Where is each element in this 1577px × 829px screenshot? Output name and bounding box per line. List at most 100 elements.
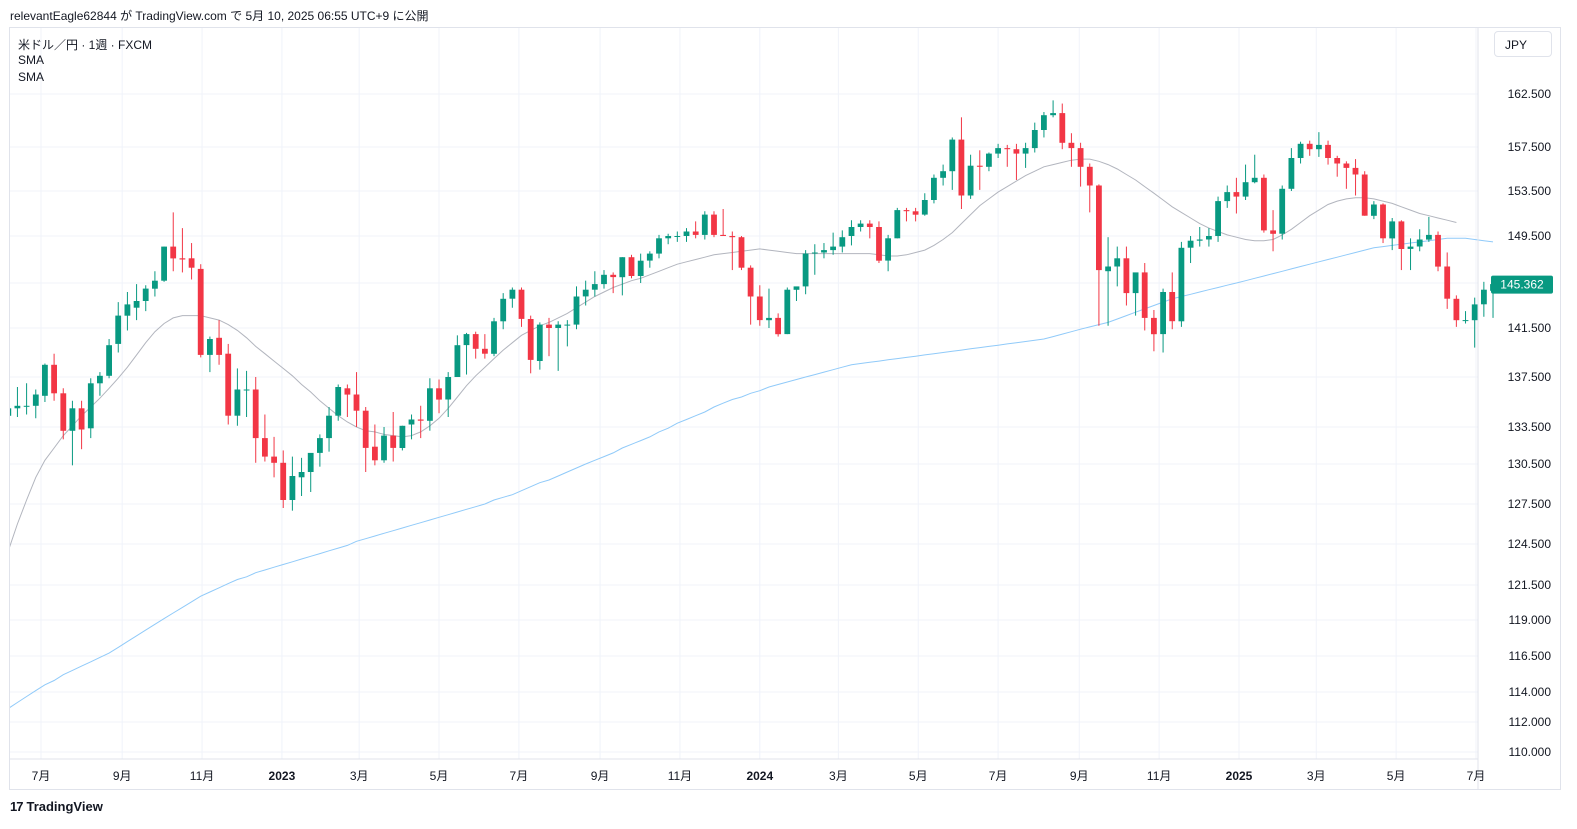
candle bbox=[51, 353, 57, 401]
candle-body bbox=[1224, 192, 1231, 202]
candle-body bbox=[940, 171, 946, 178]
time-tick-label: 5月 bbox=[1387, 769, 1406, 783]
price-tick-label: 137.500 bbox=[1508, 370, 1552, 384]
candle-body bbox=[1031, 130, 1038, 149]
candle bbox=[903, 207, 910, 222]
candle bbox=[1169, 272, 1176, 330]
candle-body bbox=[1187, 240, 1194, 248]
currency-button[interactable]: JPY bbox=[1494, 31, 1552, 57]
candle bbox=[793, 286, 800, 301]
candle bbox=[234, 368, 241, 426]
candle-body bbox=[445, 377, 452, 400]
candle bbox=[289, 456, 296, 511]
candle-body bbox=[976, 165, 983, 167]
candle bbox=[271, 436, 277, 478]
candle-body bbox=[87, 383, 94, 429]
legend-symbol[interactable]: 米ドル／円 · 1週 · FXCM bbox=[18, 38, 152, 52]
candle-body bbox=[546, 324, 552, 328]
candle bbox=[1059, 103, 1066, 150]
candle bbox=[656, 234, 662, 259]
candle bbox=[1325, 140, 1331, 165]
time-tick-label: 3月 bbox=[829, 769, 848, 783]
candle-body bbox=[78, 408, 85, 430]
candle bbox=[1196, 227, 1203, 247]
candle bbox=[491, 317, 497, 357]
candle-body bbox=[280, 462, 287, 500]
tradingview-logo[interactable]: 17 TradingView bbox=[10, 799, 103, 814]
candle bbox=[729, 231, 736, 271]
candle bbox=[1279, 185, 1286, 240]
candle bbox=[830, 232, 836, 255]
candle-body bbox=[472, 334, 479, 349]
candle bbox=[1187, 236, 1194, 264]
price-tick-label: 127.500 bbox=[1508, 497, 1552, 511]
candle bbox=[1426, 216, 1432, 242]
candle bbox=[1096, 184, 1102, 326]
candle-body bbox=[591, 284, 598, 290]
price-chart[interactable]: 162.500157.500153.500149.500145.500141.5… bbox=[10, 28, 1560, 789]
candle-body bbox=[628, 257, 635, 276]
candle-body bbox=[646, 253, 653, 261]
legend-sma-2[interactable]: SMA bbox=[18, 70, 45, 84]
time-axis[interactable]: 7月 9月 11月 2023 3月 5月 7月 9月 11月 2024 3月 5月 7月 9月 11月 202… bbox=[32, 769, 1486, 783]
tradingview-logo-text: TradingView bbox=[26, 799, 103, 814]
candle-body bbox=[1114, 258, 1121, 267]
candle bbox=[518, 287, 525, 327]
candle bbox=[14, 387, 21, 417]
candle-body bbox=[252, 389, 259, 439]
candle-body bbox=[161, 246, 167, 281]
candle-body bbox=[1077, 148, 1084, 167]
candle bbox=[10, 408, 12, 416]
candle bbox=[472, 331, 479, 359]
candle bbox=[207, 336, 213, 373]
candle bbox=[1352, 159, 1359, 196]
candle bbox=[344, 384, 351, 417]
candle bbox=[1068, 133, 1075, 167]
candle-body bbox=[399, 425, 406, 448]
candle bbox=[1151, 310, 1157, 352]
candle bbox=[69, 400, 76, 466]
candle-body bbox=[573, 296, 580, 325]
candle bbox=[995, 143, 1001, 158]
candle bbox=[1416, 229, 1423, 252]
time-tick-label: 11月 bbox=[190, 769, 214, 783]
candle-body bbox=[656, 238, 662, 254]
candle-body bbox=[1151, 317, 1157, 335]
candle bbox=[1114, 246, 1121, 287]
candle-body bbox=[665, 236, 672, 239]
candle bbox=[335, 384, 342, 421]
candle bbox=[1224, 185, 1231, 208]
price-axis[interactable]: 162.500157.500153.500149.500145.500141.5… bbox=[1508, 87, 1552, 759]
candle bbox=[674, 231, 681, 242]
candle-body bbox=[1306, 143, 1313, 150]
candle bbox=[152, 271, 158, 297]
candle bbox=[1462, 311, 1469, 324]
candle-body bbox=[362, 410, 369, 448]
candle bbox=[683, 228, 690, 242]
candle bbox=[436, 379, 442, 414]
candle bbox=[1297, 141, 1304, 164]
chart-panel[interactable]: 162.500157.500153.500149.500145.500141.5… bbox=[9, 27, 1561, 790]
price-tick-label: 141.500 bbox=[1508, 321, 1552, 335]
candle bbox=[133, 284, 140, 321]
candle-body bbox=[1279, 188, 1286, 234]
candle-body bbox=[674, 236, 681, 237]
candle-body bbox=[1215, 201, 1221, 236]
candle-body bbox=[42, 364, 48, 396]
candle bbox=[591, 271, 598, 297]
price-tick-label: 116.500 bbox=[1509, 649, 1552, 663]
candle-body bbox=[784, 289, 791, 335]
candle bbox=[986, 152, 992, 172]
legend-sma-1[interactable]: SMA bbox=[18, 53, 45, 67]
candle-body bbox=[601, 274, 607, 285]
candle bbox=[564, 320, 571, 347]
candle-body bbox=[1398, 221, 1405, 249]
candle bbox=[170, 212, 177, 272]
candle bbox=[1041, 112, 1047, 138]
candle bbox=[1132, 272, 1139, 316]
candle-body bbox=[1435, 234, 1441, 267]
last-price-label-bg bbox=[1491, 275, 1553, 294]
candle bbox=[848, 220, 855, 246]
candle-body bbox=[289, 476, 296, 500]
price-tick-label: 112.000 bbox=[1509, 715, 1552, 729]
